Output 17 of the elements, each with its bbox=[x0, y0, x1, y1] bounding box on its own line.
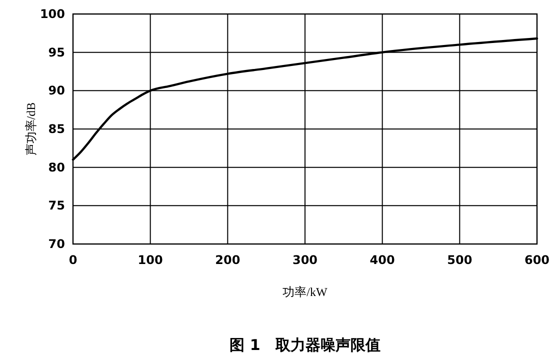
y-axis-title: 声功率/dB bbox=[24, 102, 38, 156]
x-tick-label: 100 bbox=[138, 253, 163, 267]
x-tick-label: 0 bbox=[68, 253, 78, 267]
y-tick-label: 75 bbox=[48, 198, 65, 213]
y-tick-label: 95 bbox=[48, 45, 65, 60]
x-tick-label: 400 bbox=[370, 253, 395, 267]
x-tick-label: 600 bbox=[524, 253, 550, 267]
x-tick-label: 500 bbox=[447, 253, 472, 267]
x-tick-label: 200 bbox=[215, 253, 240, 267]
y-tick-label: 80 bbox=[48, 160, 65, 174]
y-tick-label: 70 bbox=[48, 237, 65, 251]
y-tick-label: 100 bbox=[40, 7, 65, 21]
text: 图 1 取力器噪声限值 bbox=[230, 336, 380, 354]
x-tick-label: 300 bbox=[292, 253, 318, 267]
x-axis-title: 功率/kW bbox=[282, 285, 328, 299]
y-tick-label: 85 bbox=[48, 122, 65, 136]
y-tick-label: 90 bbox=[48, 84, 65, 98]
